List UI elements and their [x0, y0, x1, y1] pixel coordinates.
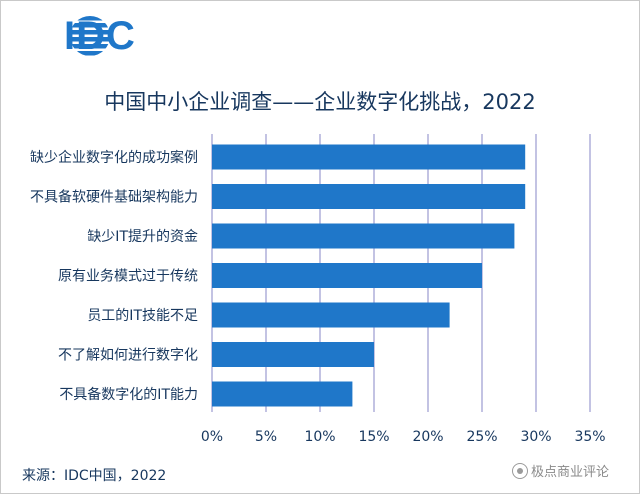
idc-globe-icon — [70, 16, 110, 56]
watermark: 极点商业评论 — [512, 461, 609, 480]
category-label: 员工的IT技能不足 — [87, 308, 198, 324]
category-label: 不具备数字化的IT能力 — [59, 386, 198, 403]
category-label: 缺少企业数字化的成功案例 — [30, 149, 198, 166]
watermark-text: 极点商业评论 — [531, 465, 610, 480]
bar — [212, 342, 374, 367]
x-tick-label: 0% — [201, 429, 223, 445]
source-note: 来源：IDC中国，2022 — [22, 468, 167, 484]
x-tick-label: 20% — [412, 429, 443, 445]
circle-logo-icon — [512, 462, 528, 479]
category-label: 缺少IT提升的资金 — [87, 229, 198, 245]
bar — [212, 302, 450, 328]
bar — [212, 223, 515, 249]
x-tick-label: 5% — [255, 429, 277, 445]
category-label: 不具备软硬件基础架构能力 — [30, 189, 198, 206]
x-tick-label: 35% — [574, 429, 605, 445]
bars — [212, 144, 526, 407]
category-label: 原有业务模式过于传统 — [58, 269, 198, 285]
x-tick-label: 15% — [358, 429, 389, 445]
bar — [212, 263, 482, 288]
x-tick-labels: 0% 5% 10% 15% 20% 25% 30% 35% — [201, 429, 606, 445]
category-label: 不了解如何进行数字化 — [58, 348, 198, 364]
bar — [212, 144, 526, 170]
x-tick-label: 10% — [304, 429, 335, 445]
x-tick-label: 30% — [520, 429, 551, 445]
bar — [212, 184, 526, 209]
bar — [212, 381, 353, 407]
chart-title: 中国中小企业调查——企业数字化挑战，2022 — [104, 90, 536, 114]
category-labels: 缺少企业数字化的成功案例不具备软硬件基础架构能力缺少IT提升的资金原有业务模式过… — [30, 149, 198, 403]
idc-logo-text: IDC — [64, 14, 136, 58]
x-tick-label: 25% — [466, 429, 497, 445]
